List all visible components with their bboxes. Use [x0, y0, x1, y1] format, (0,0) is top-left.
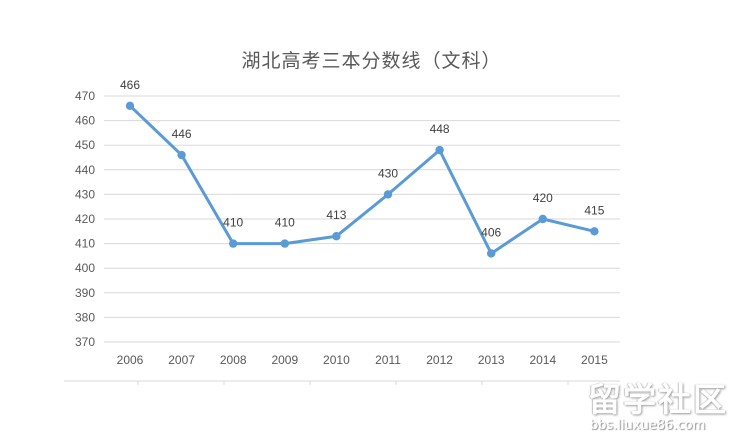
data-point-marker	[487, 249, 496, 258]
data-label: 430	[378, 166, 398, 180]
data-point-marker	[383, 190, 393, 199]
data-label: 466	[120, 78, 140, 92]
data-label: 448	[430, 122, 450, 136]
y-tick-label: 400	[75, 261, 95, 275]
x-tick-label: 2013	[478, 353, 505, 367]
data-point-marker	[538, 214, 547, 224]
x-tick-label: 2010	[323, 353, 350, 367]
data-label: 410	[275, 216, 295, 230]
y-tick-label: 420	[75, 212, 95, 226]
gridlines	[104, 95, 620, 343]
watermark-logo-text: 留学社区	[588, 380, 728, 419]
y-tick-label: 440	[75, 163, 95, 177]
series-line	[128, 104, 595, 255]
data-label: 415	[584, 203, 604, 217]
x-tick-label: 2012	[426, 353, 453, 367]
y-tick-label: 460	[75, 114, 95, 128]
x-tick-label: 2009	[271, 353, 298, 367]
data-point-marker	[332, 232, 341, 241]
y-tick-label: 430	[75, 187, 95, 201]
y-tick-label: 380	[75, 310, 95, 324]
data-label: 420	[533, 191, 553, 205]
data-point-marker	[280, 239, 289, 248]
data-points	[125, 101, 599, 258]
data-point-marker	[177, 150, 186, 160]
data-point-marker	[435, 145, 444, 155]
watermark: 留学社区 bbs.liuxue86.com	[588, 382, 738, 440]
data-labels: 466 446 410 410 413 430 448 406 420 415	[120, 78, 605, 240]
data-point-marker	[125, 101, 135, 111]
y-tick-label: 390	[75, 286, 95, 300]
y-tick-label: 470	[75, 89, 95, 103]
y-tick-label: 450	[75, 138, 95, 152]
data-label: 413	[326, 208, 346, 222]
data-label: 406	[481, 225, 501, 239]
data-label: 410	[223, 216, 243, 230]
x-tick-label: 2014	[529, 353, 556, 367]
data-label: 446	[172, 127, 192, 141]
data-point-marker	[229, 239, 238, 248]
y-axis-labels: 470 460 450 440 430 420 410 400 390 380 370	[75, 89, 95, 349]
chart-title: 湖北高考三本分数线（文科）	[241, 50, 502, 72]
data-point-marker	[590, 227, 599, 236]
watermark-url: bbs.liuxue86.com	[590, 418, 706, 433]
x-tick-label: 2007	[168, 353, 195, 367]
x-axis-labels: 2006 2007 2008 2009 2010 2011 2012 2013 2014 2015	[117, 353, 608, 367]
y-tick-label: 410	[75, 237, 95, 251]
x-tick-label: 2011	[375, 353, 401, 367]
x-tick-label: 2006	[117, 353, 144, 367]
x-tick-label: 2008	[220, 353, 247, 367]
y-tick-label: 370	[75, 335, 95, 349]
x-tick-label: 2015	[581, 353, 608, 367]
lower-axis-ticks	[137, 381, 569, 385]
